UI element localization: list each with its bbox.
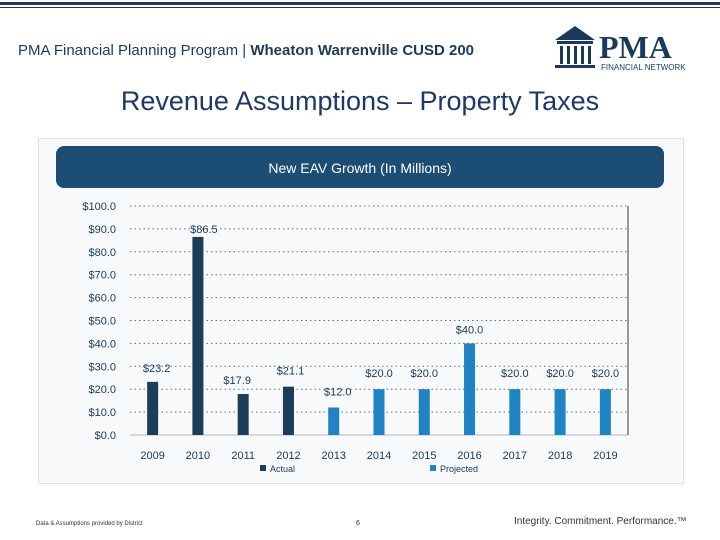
x-tick-label: 2012 [276,450,300,462]
chart-title-banner [56,146,664,188]
y-tick-label: $20.0 [88,384,116,396]
y-tick-label: $70.0 [88,270,116,282]
footer-source: Data & Assumptions provided by District [36,521,143,527]
top-stripe [0,0,720,14]
y-tick-label: $60.0 [88,293,116,305]
x-tick-label: 2011 [231,450,255,462]
data-label-2010: $86.5 [190,224,218,236]
x-tick-label: 2018 [548,450,572,462]
bar-2014 [373,389,385,435]
legend: Actual Projected [260,464,478,474]
bar-2017 [509,389,521,435]
district-name: Wheaton Warrenville CUSD 200 [250,42,475,59]
slide-header: PMA Financial Planning Program | Wheaton… [0,14,720,74]
data-label-2009: $23.2 [143,363,171,375]
y-tick-label: $80.0 [88,247,116,259]
y-tick-label: $0.0 [95,430,116,442]
page-number: 6 [356,520,360,527]
data-label-2018: $20.0 [546,368,574,380]
chart-title: New EAV Growth (In Millions) [268,160,451,176]
y-tick-label: $90.0 [88,224,116,236]
bar-2010 [192,236,204,435]
data-label-2016: $40.0 [456,324,484,336]
x-tick-label: 2016 [457,450,481,462]
y-tick-label: $30.0 [88,361,116,373]
data-label-2019: $20.0 [592,368,620,380]
chart-frame [38,138,684,484]
program-name: PMA Financial Planning Program | [18,42,251,59]
y-tick-label: $100.0 [82,201,116,213]
bar-2015 [418,389,430,435]
bar-2018 [554,389,566,435]
x-tick-label: 2019 [593,450,617,462]
bar-2012 [282,386,294,435]
x-tick-label: 2015 [412,450,436,462]
data-labels: $23.2 $86.5 $17.9 $21.1 $12.0 $20.0 $20.0 $40.0… [143,224,619,399]
y-axis: $0.0 $10.0 $20.0 $30.0 $40.0 $50.0 $60.0 $70.0 $… [82,201,116,442]
x-tick-label: 2014 [367,450,391,462]
data-label-2017: $20.0 [501,368,529,380]
bar-2019 [599,389,611,435]
x-tick-label: 2017 [503,450,527,462]
bar-2013 [328,407,340,435]
data-label-2012: $21.1 [277,366,305,378]
bar-2016 [464,343,476,435]
legend-swatch-actual [260,465,266,471]
data-label-2015: $20.0 [411,368,439,380]
eav-growth-chart: New EAV Growth (In Millions) $0.0 $10.0 $2… [56,146,664,474]
bars [147,236,611,435]
logo-text: PMA [599,29,672,65]
x-tick-label: 2009 [140,450,164,462]
slide-title: Revenue Assumptions – Property Taxes [120,86,600,116]
y-tick-label: $40.0 [88,338,116,350]
header-title: PMA Financial Planning Program | Wheaton… [18,42,474,59]
legend-label-actual: Actual [270,464,295,474]
data-label-2011: $17.9 [223,375,251,387]
x-tick-label: 2013 [321,450,345,462]
x-tick-label: 2010 [186,450,210,462]
footer-tagline: Integrity. Commitment. Performance.™ [514,516,687,527]
x-axis: 2009 2010 2011 2012 2013 2014 2015 2016 2017 2018… [140,450,617,462]
data-label-2013: $12.0 [324,387,352,399]
pma-logo: PMA FINANCIAL NETWORK [555,26,686,72]
y-tick-label: $50.0 [88,316,116,328]
logo-subtext: FINANCIAL NETWORK [601,63,686,72]
bar-2009 [147,381,159,435]
data-label-2014: $20.0 [365,368,393,380]
legend-label-projected: Projected [440,464,478,474]
y-tick-label: $10.0 [88,407,116,419]
building-icon [555,26,595,68]
legend-swatch-projected [430,465,436,471]
bar-2011 [237,394,249,435]
